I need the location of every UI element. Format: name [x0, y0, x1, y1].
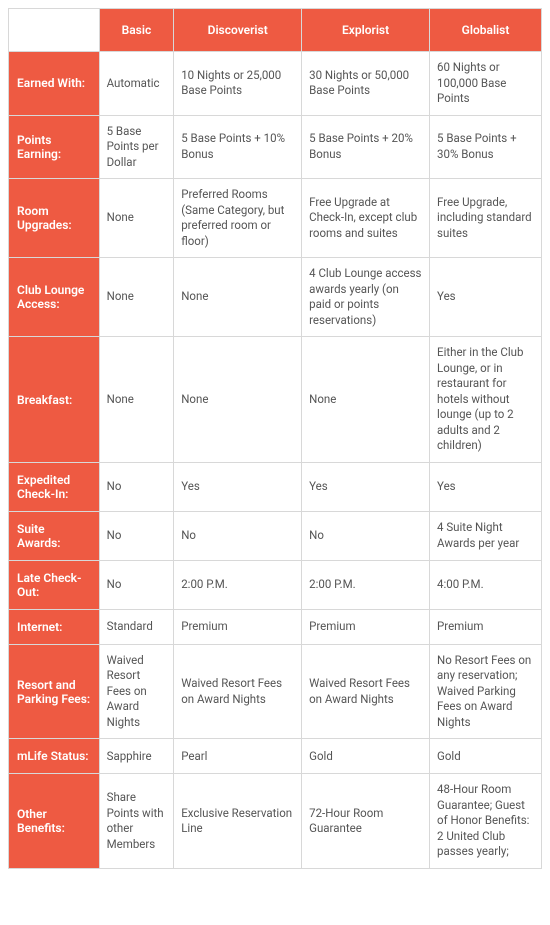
table-row: Points Earning: 5 Base Points per Dollar… — [9, 115, 542, 179]
table-row: Room Upgrades: None Preferred Rooms (Sam… — [9, 179, 542, 258]
table-row: Breakfast: None None None Either in the … — [9, 337, 542, 463]
cell: Premium — [174, 609, 302, 644]
cell: 4 Club Lounge access awards yearly (on p… — [302, 258, 430, 337]
cell: 5 Base Points + 30% Bonus — [430, 115, 542, 179]
cell: Preferred Rooms (Same Category, but pref… — [174, 179, 302, 258]
cell: 4 Suite Night Awards per year — [430, 511, 542, 560]
cell: Share Points with other Members — [99, 774, 174, 869]
cell: Premium — [302, 609, 430, 644]
cell: Yes — [302, 462, 430, 511]
cell: 72-Hour Room Guarantee — [302, 774, 430, 869]
cell: Pearl — [174, 739, 302, 774]
header-globalist: Globalist — [430, 9, 542, 52]
cell: 5 Base Points + 20% Bonus — [302, 115, 430, 179]
cell: No — [174, 511, 302, 560]
cell: No — [99, 462, 174, 511]
table-header: Basic Discoverist Explorist Globalist — [9, 9, 542, 52]
cell: None — [174, 258, 302, 337]
cell: None — [99, 337, 174, 463]
cell: 60 Nights or 100,000 Base Points — [430, 52, 542, 116]
cell: 5 Base Points per Dollar — [99, 115, 174, 179]
row-label: Other Benefits: — [9, 774, 100, 869]
table-body: Earned With: Automatic 10 Nights or 25,0… — [9, 52, 542, 869]
cell: Automatic — [99, 52, 174, 116]
cell: 10 Nights or 25,000 Base Points — [174, 52, 302, 116]
row-label: Resort and Parking Fees: — [9, 644, 100, 739]
row-label: Expedited Check-In: — [9, 462, 100, 511]
cell: No — [99, 560, 174, 609]
cell: Premium — [430, 609, 542, 644]
cell: 4:00 P.M. — [430, 560, 542, 609]
cell: 48-Hour Room Guarantee; Guest of Honor B… — [430, 774, 542, 869]
row-label: Room Upgrades: — [9, 179, 100, 258]
header-row: Basic Discoverist Explorist Globalist — [9, 9, 542, 52]
cell: No — [99, 511, 174, 560]
cell: Sapphire — [99, 739, 174, 774]
table-row: Other Benefits: Share Points with other … — [9, 774, 542, 869]
table-row: Expedited Check-In: No Yes Yes Yes — [9, 462, 542, 511]
cell: Either in the Club Lounge, or in restaur… — [430, 337, 542, 463]
cell: Gold — [302, 739, 430, 774]
row-label: Points Earning: — [9, 115, 100, 179]
cell: None — [99, 179, 174, 258]
table-row: Club Lounge Access: None None 4 Club Lou… — [9, 258, 542, 337]
cell: 2:00 P.M. — [174, 560, 302, 609]
cell: Yes — [430, 258, 542, 337]
cell: Waived Resort Fees on Award Nights — [99, 644, 174, 739]
cell: None — [174, 337, 302, 463]
row-label: mLife Status: — [9, 739, 100, 774]
row-label: Earned With: — [9, 52, 100, 116]
cell: Exclusive Reservation Line — [174, 774, 302, 869]
cell: None — [99, 258, 174, 337]
table-row: Late Check-Out: No 2:00 P.M. 2:00 P.M. 4… — [9, 560, 542, 609]
table-row: mLife Status: Sapphire Pearl Gold Gold — [9, 739, 542, 774]
row-label: Internet: — [9, 609, 100, 644]
header-basic: Basic — [99, 9, 174, 52]
table-row: Suite Awards: No No No 4 Suite Night Awa… — [9, 511, 542, 560]
row-label: Late Check-Out: — [9, 560, 100, 609]
cell: Standard — [99, 609, 174, 644]
cell: Waived Resort Fees on Award Nights — [174, 644, 302, 739]
cell: No Resort Fees on any reservation; Waive… — [430, 644, 542, 739]
cell: Yes — [430, 462, 542, 511]
table-row: Internet: Standard Premium Premium Premi… — [9, 609, 542, 644]
cell: Free Upgrade at Check-In, except club ro… — [302, 179, 430, 258]
table-row: Resort and Parking Fees: Waived Resort F… — [9, 644, 542, 739]
cell: Waived Resort Fees on Award Nights — [302, 644, 430, 739]
table-row: Earned With: Automatic 10 Nights or 25,0… — [9, 52, 542, 116]
row-label: Breakfast: — [9, 337, 100, 463]
header-explorist: Explorist — [302, 9, 430, 52]
row-label: Suite Awards: — [9, 511, 100, 560]
cell: Yes — [174, 462, 302, 511]
cell: None — [302, 337, 430, 463]
tier-comparison-table: Basic Discoverist Explorist Globalist Ea… — [8, 8, 542, 869]
cell: No — [302, 511, 430, 560]
cell: 5 Base Points + 10% Bonus — [174, 115, 302, 179]
cell: 2:00 P.M. — [302, 560, 430, 609]
cell: 30 Nights or 50,000 Base Points — [302, 52, 430, 116]
row-label: Club Lounge Access: — [9, 258, 100, 337]
header-discoverist: Discoverist — [174, 9, 302, 52]
cell: Gold — [430, 739, 542, 774]
header-empty — [9, 9, 100, 52]
cell: Free Upgrade, including standard suites — [430, 179, 542, 258]
